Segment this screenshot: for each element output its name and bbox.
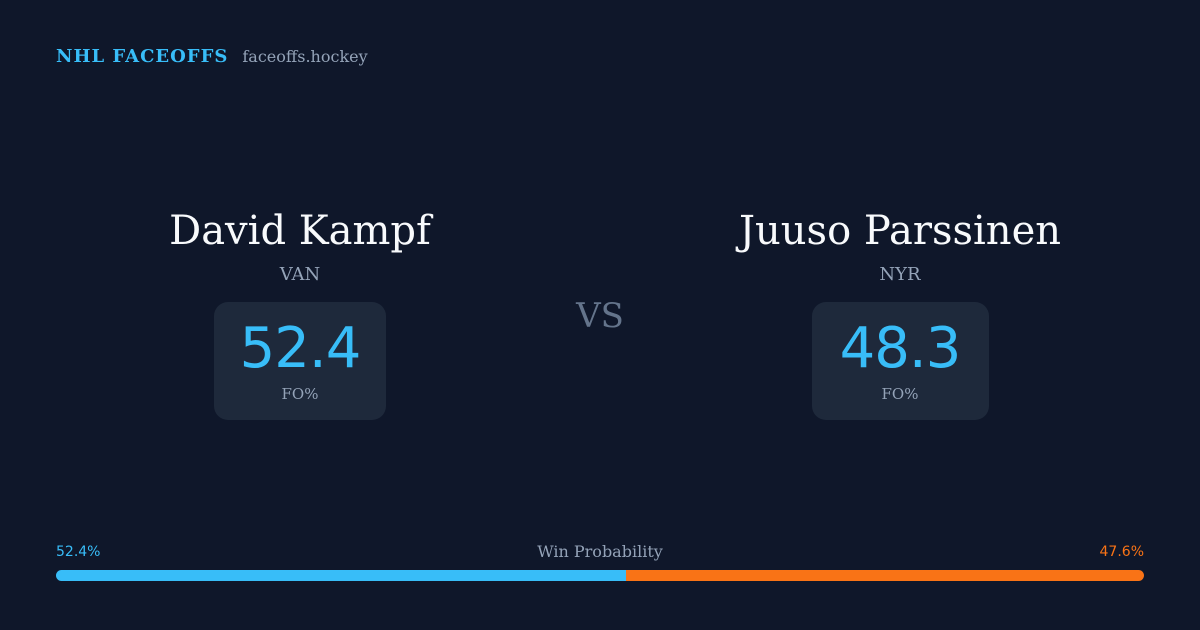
player-left: David Kampf VAN 52.4 FO% — [90, 200, 510, 420]
versus-label: VS — [576, 296, 624, 336]
win-probability-bar — [56, 570, 1144, 581]
player-left-name: David Kampf — [169, 208, 431, 254]
win-probability-right-label: 47.6% — [1099, 544, 1144, 560]
player-right-name: Juuso Parssinen — [738, 208, 1061, 254]
brand-domain: faceoffs.hockey — [242, 47, 368, 66]
brand-name: NHL FACEOFFS — [56, 46, 229, 67]
player-left-team: VAN — [279, 264, 321, 285]
player-left-stat-label: FO% — [281, 385, 319, 403]
win-probability-labels: 52.4% Win Probability 47.6% — [56, 542, 1144, 564]
player-right-stat-label: FO% — [881, 385, 919, 403]
win-probability-right-fill — [626, 570, 1144, 581]
player-left-faceoff-percentage: 52.4 — [239, 316, 362, 381]
brand-header: NHL FACEOFFS faceoffs.hockey — [56, 46, 368, 74]
player-right-faceoff-percentage: 48.3 — [839, 316, 962, 381]
player-right-team: NYR — [879, 264, 921, 285]
win-probability-left-fill — [56, 570, 627, 581]
player-left-stat-card: 52.4 FO% — [214, 302, 386, 420]
win-probability-left-label: 52.4% — [56, 544, 101, 560]
player-right: Juuso Parssinen NYR 48.3 FO% — [690, 200, 1110, 420]
player-right-stat-card: 48.3 FO% — [811, 302, 989, 420]
win-probability-title: Win Probability — [537, 542, 663, 561]
